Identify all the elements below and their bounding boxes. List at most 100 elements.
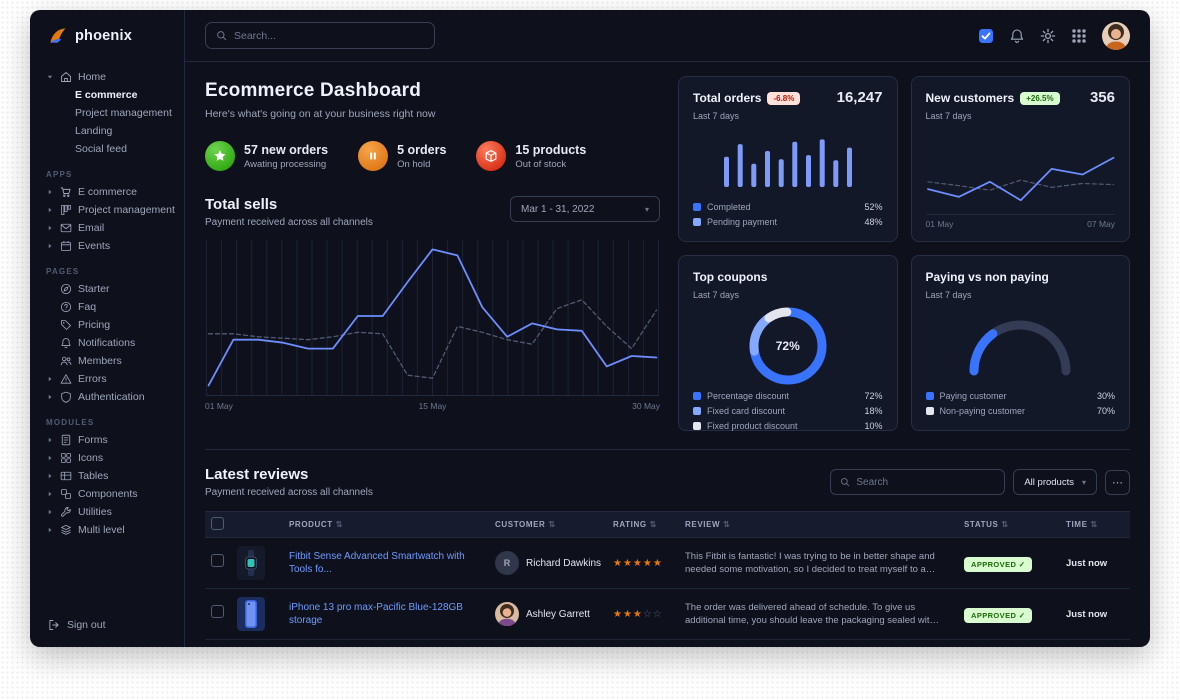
- caret-none-icon: [46, 339, 54, 347]
- legend-value: 18%: [864, 405, 883, 416]
- brand-name: phoenix: [75, 28, 132, 44]
- column-header-review[interactable]: REVIEW ⇅: [685, 520, 731, 529]
- sidebar-item-pages-pricing[interactable]: Pricing: [44, 316, 176, 334]
- top-coupons-legend-percentage-discount: Percentage discount 72%: [693, 388, 883, 403]
- user-avatar[interactable]: [1102, 21, 1130, 50]
- sidebar-item-apps-email[interactable]: Email: [44, 219, 176, 237]
- row-checkbox[interactable]: [211, 605, 224, 618]
- global-search-input[interactable]: [234, 29, 424, 42]
- review-row-richard-dawkins: Fitbit Sense Advanced Smartwatch with To…: [205, 538, 1130, 589]
- sidebar-item-apps-project-management[interactable]: Project management: [44, 201, 176, 219]
- change-badge: +26.5%: [1020, 92, 1060, 105]
- total-orders-legend-completed: Completed 52%: [693, 199, 883, 214]
- bell-icon: [60, 337, 72, 349]
- sidebar-item-pages-faq[interactable]: Faq: [44, 298, 176, 316]
- paying-gauge-chart: [969, 320, 1071, 376]
- sidebar-item-apps-events[interactable]: Events: [44, 237, 176, 255]
- column-header-status[interactable]: STATUS ⇅: [964, 520, 1009, 529]
- notifications-bell-icon[interactable]: [1009, 28, 1025, 44]
- more-options-button[interactable]: ⋯: [1105, 469, 1130, 495]
- sidebar-section-label-modules: MODULES: [46, 418, 95, 427]
- sort-icon: ⇅: [1001, 520, 1009, 529]
- total-sells-subtitle: Payment received across all channels: [205, 217, 373, 228]
- column-header-time[interactable]: TIME ⇅: [1066, 520, 1098, 529]
- sidebar-item-label: Tables: [78, 470, 109, 482]
- chevron-down-icon: ▾: [1081, 477, 1086, 487]
- sidebar-item-label: Icons: [78, 452, 104, 464]
- search-icon: [217, 31, 227, 41]
- global-search[interactable]: [205, 22, 435, 49]
- sidebar-item-home-landing[interactable]: Landing: [75, 125, 113, 137]
- caret-right-icon: [46, 224, 54, 232]
- date-range-select[interactable]: Mar 1 - 31, 2022 ▾: [510, 196, 660, 222]
- status-badge: APPROVED ✓: [964, 608, 1033, 623]
- x-label: 01 May: [205, 401, 233, 411]
- sidebar-item-modules-multi-level[interactable]: Multi level: [44, 521, 176, 539]
- sidebar-item-modules-utilities[interactable]: Utilities: [44, 503, 176, 521]
- caret-down-icon: [46, 73, 54, 81]
- sidebar-item-pages-errors[interactable]: Errors: [44, 370, 176, 388]
- column-header-rating[interactable]: RATING ⇅: [613, 520, 657, 529]
- sign-out-label: Sign out: [67, 619, 106, 631]
- sidebar-item-modules-components[interactable]: Components: [44, 485, 176, 503]
- sidebar-item-label: Authentication: [78, 391, 145, 403]
- product-filter-select[interactable]: All products ▾: [1013, 469, 1097, 495]
- legend-label: Fixed card discount: [707, 405, 786, 416]
- sidebar-item-main-home[interactable]: Home: [44, 68, 176, 86]
- sidebar-item-modules-icons[interactable]: Icons: [44, 449, 176, 467]
- stat-caption: Awating processing: [244, 158, 327, 170]
- quick-stats: 57 new orders Awating processing 5 orders O…: [205, 141, 660, 171]
- card-period: Last 7 days: [693, 111, 740, 121]
- sidebar-item-home-project-management[interactable]: Project management: [75, 107, 172, 119]
- product-link[interactable]: iPhone 13 pro max-Pacific Blue-128GB sto…: [289, 602, 463, 626]
- column-header-customer[interactable]: CUSTOMER ⇅: [495, 520, 556, 529]
- reviews-search-input[interactable]: [856, 476, 996, 488]
- product-image-fitbit[interactable]: [237, 546, 265, 580]
- x-label: 15 May: [418, 401, 447, 411]
- caret-right-icon: [46, 206, 54, 214]
- sidebar-item-pages-authentication[interactable]: Authentication: [44, 388, 176, 406]
- caret-none-icon: [46, 285, 54, 293]
- sign-out-icon: [49, 620, 59, 630]
- new-customers-value: 356: [1089, 89, 1115, 106]
- sidebar-item-pages-starter[interactable]: Starter: [44, 280, 176, 298]
- sidebar-item-pages-notifications[interactable]: Notifications: [44, 334, 176, 352]
- sort-icon: ⇅: [1090, 520, 1098, 529]
- reviews-search[interactable]: [830, 469, 1006, 495]
- sign-out-button[interactable]: Sign out: [30, 609, 184, 647]
- change-badge: -6.8%: [767, 92, 801, 105]
- paying-legend-non-paying-customer: Non-paying customer 70%: [925, 403, 1115, 418]
- main-area: Ecommerce Dashboard Here's what's going …: [185, 10, 1150, 647]
- apps-grid-icon[interactable]: [1071, 28, 1087, 44]
- column-header-product[interactable]: PRODUCT ⇅: [289, 520, 344, 529]
- legend-value: 72%: [864, 390, 883, 401]
- sidebar-item-label: Utilities: [78, 506, 112, 518]
- page-subtitle: Here's what's going on at your business …: [205, 108, 436, 120]
- legend-label: Paying customer: [939, 390, 1007, 401]
- rating-stars: ★★★☆☆: [613, 608, 663, 620]
- sidebar-item-pages-members[interactable]: Members: [44, 352, 176, 370]
- sidebar-item-home-e-commerce[interactable]: E commerce: [75, 89, 138, 101]
- sort-icon: ⇅: [649, 520, 657, 529]
- shield-icon: [60, 391, 72, 403]
- sidebar-item-apps-e-commerce[interactable]: E commerce: [44, 183, 176, 201]
- sidebar-item-modules-tables[interactable]: Tables: [44, 467, 176, 485]
- legend-swatch: [693, 391, 701, 400]
- top-coupons-donut-chart: 72%: [746, 304, 830, 388]
- sidebar-item-modules-forms[interactable]: Forms: [44, 431, 176, 449]
- row-checkbox[interactable]: [211, 554, 224, 567]
- sidebar-item-home-social-feed[interactable]: Social feed: [75, 143, 127, 155]
- card-period: Last 7 days: [925, 111, 972, 121]
- product-link[interactable]: Fitbit Sense Advanced Smartwatch with To…: [289, 551, 465, 575]
- dashboard-cards-grid: Total orders -6.8% Last 7 days 16,247 Com…: [678, 76, 1130, 431]
- review-text: This Fitbit is fantastic! I was trying t…: [685, 550, 935, 575]
- total-sells-x-axis: 01 May 15 May 30 May: [205, 401, 660, 411]
- phoenix-logo[interactable]: phoenix: [30, 10, 184, 62]
- donut-center-value: 72%: [775, 339, 800, 353]
- select-all-checkbox[interactable]: [211, 517, 224, 530]
- new-customers-card: New customers +26.5% Last 7 days 356 01 M…: [910, 76, 1130, 242]
- product-image-iphone[interactable]: [237, 597, 265, 631]
- check-square-icon[interactable]: [978, 28, 994, 44]
- settings-gear-icon[interactable]: [1040, 28, 1056, 44]
- box-icon: [476, 141, 507, 171]
